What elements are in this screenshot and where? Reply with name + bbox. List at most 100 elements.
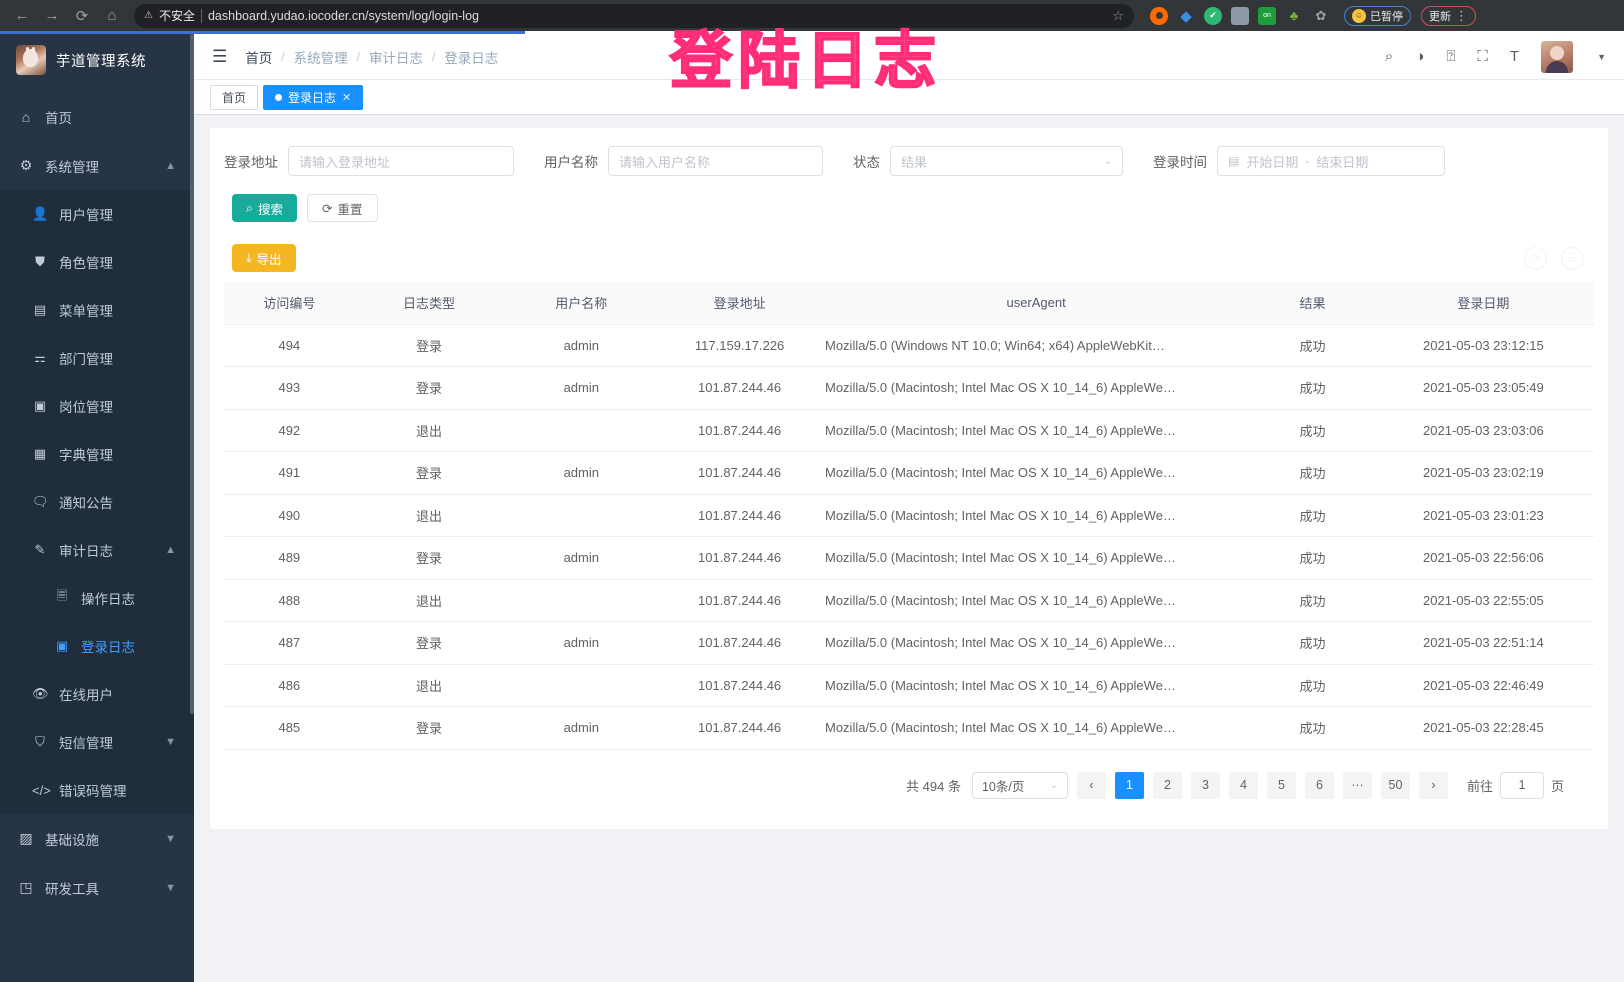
forward-arrow-icon[interactable]: → bbox=[44, 7, 60, 24]
table-row[interactable]: 485 登录 admin 101.87.244.46 Mozilla/5.0 (… bbox=[224, 706, 1594, 750]
column-header-type[interactable]: 日志类型 bbox=[354, 282, 504, 325]
tab-login-log[interactable]: 登录日志 ✕ bbox=[263, 84, 364, 110]
table-row[interactable]: 487 登录 admin 101.87.244.46 Mozilla/5.0 (… bbox=[224, 621, 1594, 665]
cell-date: 2021-05-03 23:03:06 bbox=[1372, 409, 1594, 452]
search-button[interactable]: ⌕ 搜索 bbox=[232, 194, 298, 222]
filter-status: 状态 结果 ⌄ bbox=[853, 146, 1123, 176]
pagination-page-3[interactable]: 3 bbox=[1190, 771, 1220, 799]
jump-page-input[interactable]: 1 bbox=[1499, 771, 1544, 799]
end-date-input[interactable]: 结束日期 bbox=[1316, 154, 1369, 170]
home-icon[interactable]: ⌂ bbox=[107, 7, 117, 24]
start-date-input[interactable]: 开始日期 bbox=[1246, 154, 1299, 170]
hamburger-menu-icon[interactable]: ☰ bbox=[212, 46, 228, 66]
sidebar-item-system[interactable]: ⚙ 系统管理 ▲ bbox=[0, 141, 194, 190]
login-time-daterange[interactable]: ▤ 开始日期 - 结束日期 bbox=[1217, 146, 1445, 176]
pagination-page-2[interactable]: 2 bbox=[1152, 771, 1182, 799]
column-header-result[interactable]: 结果 bbox=[1252, 282, 1373, 325]
breadcrumb-item-0[interactable]: 首页 bbox=[245, 50, 273, 66]
font-size-icon[interactable]: T bbox=[1509, 48, 1520, 65]
table-row[interactable]: 488 退出 101.87.244.46 Mozilla/5.0 (Macint… bbox=[224, 579, 1594, 622]
cell-type: 登录 bbox=[354, 536, 504, 580]
bookmark-star-icon[interactable]: ☆ bbox=[1112, 7, 1124, 23]
filter-login-address: 登录地址 请输入登录地址 bbox=[224, 146, 514, 176]
green-leaf-extension[interactable]: ♣ bbox=[1289, 8, 1299, 23]
table-row[interactable]: 490 退出 101.87.244.46 Mozilla/5.0 (Macint… bbox=[224, 494, 1594, 537]
search-icon: ⌕ bbox=[246, 200, 254, 215]
table-row[interactable]: 493 登录 admin 101.87.244.46 Mozilla/5.0 (… bbox=[224, 366, 1594, 410]
blue-badge-extension[interactable] bbox=[1231, 6, 1249, 25]
table-row[interactable]: 494 登录 admin 117.159.17.226 Mozilla/5.0 … bbox=[224, 324, 1594, 367]
breadcrumb-item-2[interactable]: 审计日志 bbox=[368, 50, 423, 66]
orange-ring-extension[interactable] bbox=[1150, 6, 1168, 25]
book-icon: ▦ bbox=[33, 446, 47, 461]
export-button[interactable]: ⤓ 导出 bbox=[232, 244, 296, 272]
green-check-extension[interactable]: ✔ bbox=[1204, 6, 1222, 25]
sidebar-item-home[interactable]: ⌂ 首页 bbox=[0, 92, 194, 141]
sidebar-item-dictionary[interactable]: ▦ 字典管理 bbox=[0, 430, 194, 478]
search-icon[interactable]: ⌕ bbox=[1384, 48, 1394, 65]
on-toggle-extension[interactable]: on bbox=[1258, 6, 1276, 25]
sidebar-item-notices[interactable]: 🗨 通知公告 bbox=[0, 478, 194, 526]
back-arrow-icon[interactable]: ← bbox=[14, 7, 30, 24]
sidebar-item-dev-tools[interactable]: ◳ 研发工具 ▼ bbox=[0, 863, 194, 912]
sidebar-item-menus[interactable]: ▤ 菜单管理 bbox=[0, 286, 194, 334]
column-header-id[interactable]: 访问编号 bbox=[224, 282, 355, 325]
breadcrumb-item-1[interactable]: 系统管理 bbox=[293, 50, 348, 66]
help-icon[interactable]: ⍰ bbox=[1446, 48, 1456, 65]
pagination-page-5[interactable]: 5 bbox=[1266, 771, 1296, 799]
status-select[interactable]: 结果 ⌄ bbox=[890, 146, 1123, 176]
cell-user bbox=[503, 664, 660, 707]
pagination-next[interactable]: › bbox=[1418, 771, 1448, 799]
sidebar-item-infrastructure[interactable]: ▨ 基础设施 ▼ bbox=[0, 814, 194, 863]
sidebar-item-sms[interactable]: ⛉ 短信管理 ▼ bbox=[0, 718, 194, 766]
sidebar-item-departments[interactable]: ⚎ 部门管理 bbox=[0, 334, 194, 382]
reload-icon[interactable]: ⟳ bbox=[75, 7, 89, 25]
kebab-menu-icon[interactable]: ⋮ bbox=[1455, 8, 1468, 23]
blue-diamond-extension[interactable]: ◆ bbox=[1180, 7, 1192, 25]
column-header-useragent[interactable]: userAgent bbox=[820, 282, 1253, 325]
table-row[interactable]: 489 登录 admin 101.87.244.46 Mozilla/5.0 (… bbox=[224, 536, 1594, 580]
close-icon[interactable]: ✕ bbox=[342, 91, 352, 104]
column-header-address[interactable]: 登录地址 bbox=[659, 282, 820, 325]
table-row[interactable]: 486 退出 101.87.244.46 Mozilla/5.0 (Macint… bbox=[224, 664, 1594, 707]
sidebar-scrollbar[interactable] bbox=[190, 34, 194, 714]
pagination-page-1[interactable]: 1 bbox=[1114, 771, 1144, 799]
login-address-input[interactable]: 请输入登录地址 bbox=[288, 146, 514, 176]
refresh-icon[interactable]: ⟳ bbox=[1524, 246, 1547, 270]
sidebar-item-error-codes[interactable]: </> 错误码管理 bbox=[0, 766, 194, 814]
tab-home[interactable]: 首页 bbox=[210, 84, 259, 110]
table-row[interactable]: 491 登录 admin 101.87.244.46 Mozilla/5.0 (… bbox=[224, 451, 1594, 495]
github-icon[interactable]: ◑ bbox=[1415, 48, 1425, 65]
page-size-select[interactable]: 10条/页 ⌄ bbox=[971, 771, 1068, 799]
user-avatar[interactable] bbox=[1541, 40, 1574, 73]
column-header-user[interactable]: 用户名称 bbox=[503, 282, 660, 325]
chevron-down-icon[interactable]: ▼ bbox=[1597, 51, 1606, 62]
address-bar[interactable]: ⚠ 不安全 dashboard.yudao.iocoder.cn/system/… bbox=[134, 3, 1134, 28]
sidebar-item-users[interactable]: 👤 用户管理 bbox=[0, 190, 194, 238]
pagination-prev[interactable]: ‹ bbox=[1076, 771, 1106, 799]
sidebar-item-online-users[interactable]: 👁 在线用户 bbox=[0, 670, 194, 718]
useragent-text: Mozilla/5.0 (Macintosh; Intel Mac OS X 1… bbox=[825, 465, 1176, 481]
update-pill[interactable]: 更新 ⋮ bbox=[1421, 5, 1476, 26]
sidebar-item-roles[interactable]: ⛊ 角色管理 bbox=[0, 238, 194, 286]
pagination-page-6[interactable]: 6 bbox=[1304, 771, 1334, 799]
pagination-ellipsis[interactable]: ··· bbox=[1342, 771, 1372, 799]
username-input[interactable]: 请输入用户名称 bbox=[608, 146, 823, 176]
sidebar-brand[interactable]: 芋道管理系统 bbox=[0, 34, 194, 86]
sidebar-item-operation-log[interactable]: 🗏 操作日志 bbox=[0, 574, 194, 622]
pagination-page-4[interactable]: 4 bbox=[1228, 771, 1258, 799]
table-row[interactable]: 492 退出 101.87.244.46 Mozilla/5.0 (Macint… bbox=[224, 409, 1594, 452]
paused-status-pill[interactable]: ☺ 已暂停 bbox=[1344, 5, 1411, 26]
fullscreen-icon[interactable]: ⛶ bbox=[1477, 48, 1488, 65]
org-tree-icon: ⚎ bbox=[34, 350, 46, 365]
puzzle-extension[interactable]: ✿ bbox=[1315, 7, 1327, 23]
column-header-date[interactable]: 登录日期 bbox=[1372, 282, 1594, 325]
page-load-progress bbox=[0, 31, 1624, 34]
pagination-page-50[interactable]: 50 bbox=[1380, 771, 1410, 799]
reset-button[interactable]: ⟳ 重置 bbox=[307, 194, 378, 222]
sidebar-item-audit-log[interactable]: ✎ 审计日志 ▲ bbox=[0, 526, 194, 574]
column-settings-icon[interactable]: ☰ bbox=[1561, 246, 1584, 270]
sidebar-item-positions[interactable]: ▣ 岗位管理 bbox=[0, 382, 194, 430]
sidebar-item-login-log[interactable]: ▣ 登录日志 bbox=[0, 622, 194, 670]
login-log-table: 访问编号 日志类型 用户名称 登录地址 userAgent 结果 登录日期 49… bbox=[224, 282, 1594, 750]
